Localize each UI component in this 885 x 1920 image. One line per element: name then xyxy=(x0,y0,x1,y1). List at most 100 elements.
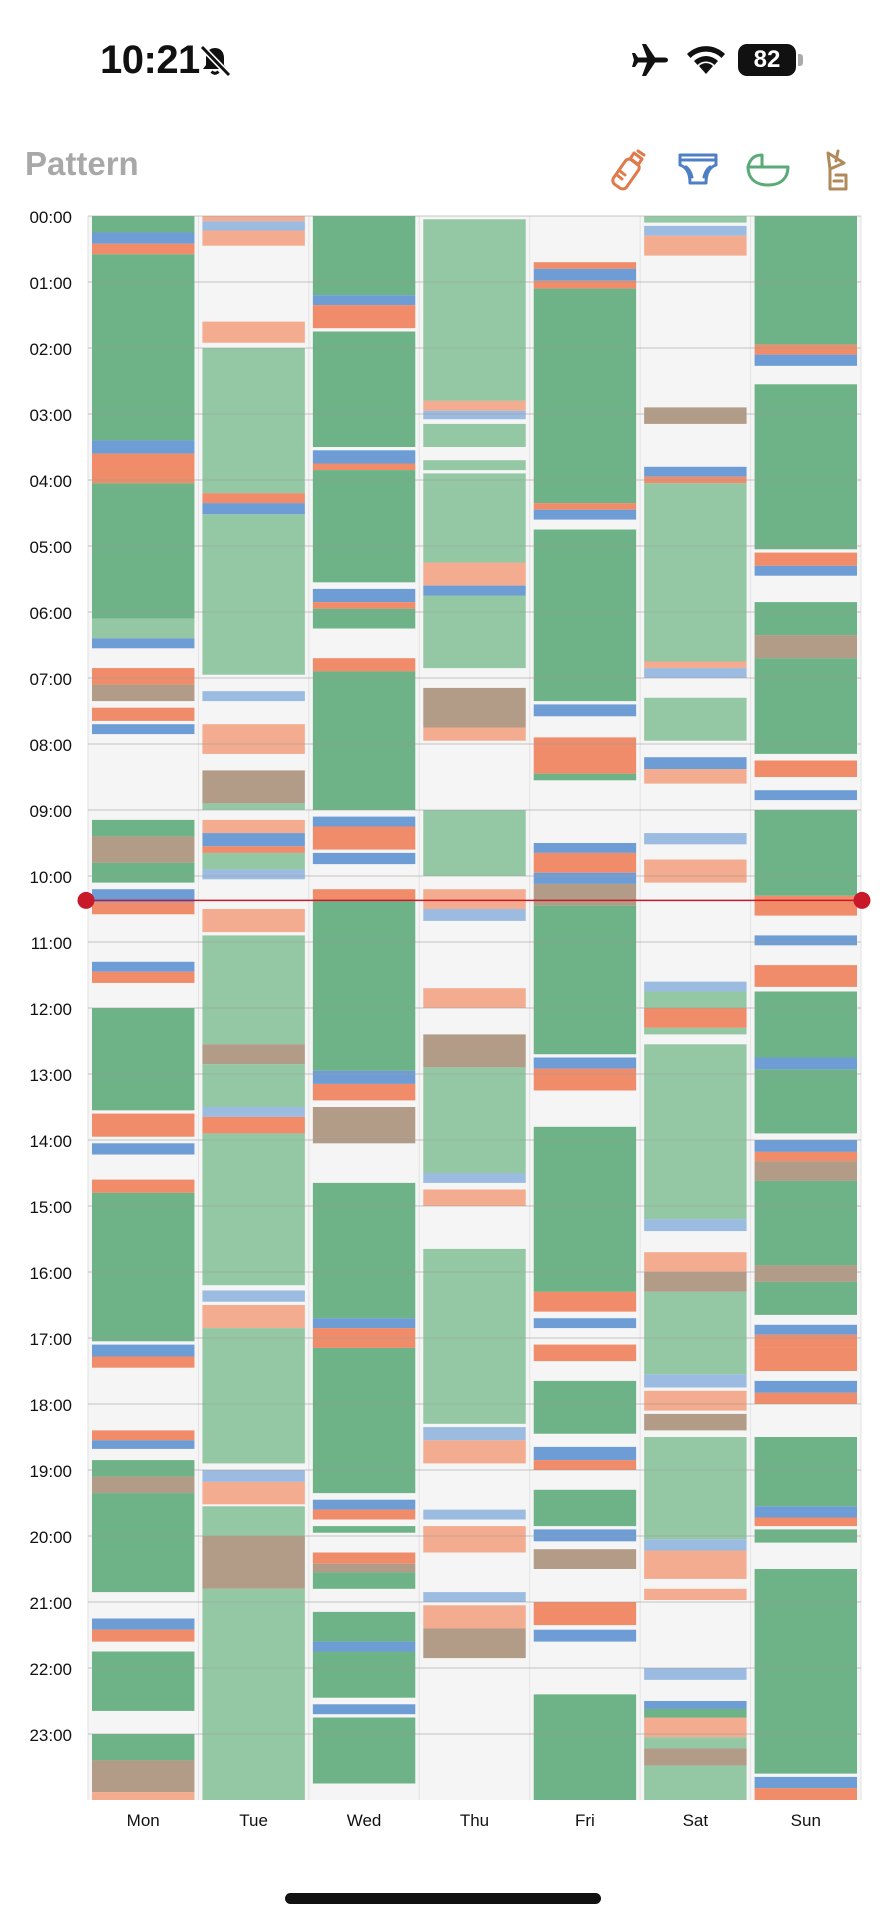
event-bar-sleep xyxy=(312,216,416,296)
event-bar-sleep xyxy=(312,1651,416,1698)
hour-label: 06:00 xyxy=(29,604,72,623)
event-bar-feed xyxy=(533,1460,637,1470)
event-bar-sleep xyxy=(423,460,526,471)
event-bar-diaper xyxy=(423,1592,526,1602)
event-bar-feed xyxy=(754,895,857,916)
event-bar-diaper xyxy=(92,232,195,244)
event-bar-diaper xyxy=(754,1776,857,1789)
event-bar-diaper xyxy=(644,1668,747,1680)
event-bar-sleep xyxy=(533,1126,637,1292)
hour-label: 17:00 xyxy=(29,1330,72,1349)
event-bar-diaper xyxy=(644,668,747,678)
event-bar-feed xyxy=(533,1068,637,1091)
event-bar-diaper xyxy=(92,724,195,735)
event-bar-diaper xyxy=(533,843,637,853)
event-bar-feed xyxy=(92,1629,195,1642)
event-bar-feed xyxy=(533,280,637,289)
event-bar-feed xyxy=(533,1291,637,1312)
event-bar-diaper xyxy=(202,691,305,702)
event-bar-feed xyxy=(202,493,305,504)
event-bar-diaper xyxy=(754,565,857,576)
hour-label: 07:00 xyxy=(29,670,72,689)
event-bar-sleep xyxy=(312,901,416,1071)
event-bar-feed xyxy=(423,1605,526,1629)
event-bar-sleep xyxy=(202,852,305,870)
event-bar-sleep xyxy=(92,862,195,883)
event-bar-feed xyxy=(533,1344,637,1362)
event-bar-feed xyxy=(423,400,526,411)
event-bar-diaper xyxy=(92,638,195,649)
current-time-dot-left xyxy=(77,891,95,909)
event-bar-diaper xyxy=(533,704,637,717)
event-bar-feed xyxy=(754,1334,857,1348)
event-bar-sleep xyxy=(423,1248,526,1424)
event-bar-feed xyxy=(754,344,857,355)
hour-label: 14:00 xyxy=(29,1132,72,1151)
event-bar-feed xyxy=(644,1390,747,1411)
event-bar-pump xyxy=(644,1748,747,1766)
event-bar-diaper xyxy=(754,1140,857,1152)
event-bar-pump xyxy=(92,836,195,863)
event-bar-pump xyxy=(312,1107,416,1144)
event-bar-feed xyxy=(644,1008,747,1028)
bassinet-icon[interactable] xyxy=(744,145,792,193)
event-bar-feed xyxy=(202,1305,305,1329)
event-bar-diaper xyxy=(533,1318,637,1329)
event-bar-diaper xyxy=(644,981,747,992)
current-time-dot-right xyxy=(853,891,871,909)
event-bar-pump xyxy=(754,1265,857,1282)
event-bar-sleep xyxy=(202,1506,305,1536)
event-bar-feed xyxy=(644,769,747,784)
event-bar-diaper xyxy=(202,1470,305,1482)
hour-label: 11:00 xyxy=(31,934,72,953)
event-bar-diaper xyxy=(644,757,747,770)
diaper-icon[interactable] xyxy=(674,145,722,193)
event-bar-feed xyxy=(312,602,416,609)
event-bar-diaper xyxy=(92,1143,195,1155)
event-bar-sleep xyxy=(92,1493,195,1593)
event-bar-sleep xyxy=(644,991,747,1008)
event-bar-diaper xyxy=(754,1380,857,1393)
event-bar-diaper xyxy=(92,1440,195,1449)
event-bar-pump xyxy=(202,1044,305,1065)
event-bar-feed xyxy=(92,453,195,484)
event-bar-feed xyxy=(533,262,637,269)
event-bar-diaper xyxy=(312,295,416,306)
event-bar-sleep xyxy=(312,608,416,629)
bottle-icon[interactable] xyxy=(604,145,652,193)
event-bar-feed xyxy=(644,1588,747,1601)
battery-level: 82 xyxy=(738,44,796,76)
event-bar-diaper xyxy=(312,852,416,865)
event-bar-sleep xyxy=(533,529,637,702)
event-bar-diaper xyxy=(312,1499,416,1510)
hour-label: 10:00 xyxy=(29,868,72,887)
hour-label: 02:00 xyxy=(29,340,72,359)
pattern-chart: 00:00 01:00 02:00 03:00 04:00 05:00 06:00 07:00… xyxy=(0,200,885,1840)
event-bar-sleep xyxy=(202,1133,305,1286)
event-bar-feed xyxy=(533,737,637,774)
event-bar-feed xyxy=(754,1151,857,1162)
event-bar-feed xyxy=(312,1552,416,1564)
event-bar-diaper xyxy=(423,1173,526,1183)
event-bar-diaper xyxy=(312,1641,416,1652)
event-bar-feed xyxy=(423,1440,526,1464)
event-bar-sleep xyxy=(754,384,857,550)
event-bar-sleep xyxy=(533,1489,637,1527)
event-bar-sleep xyxy=(92,819,195,837)
hour-label: 08:00 xyxy=(29,736,72,755)
event-bar-pump xyxy=(423,1628,526,1659)
hour-label: 19:00 xyxy=(29,1462,72,1481)
event-bar-sleep xyxy=(423,595,526,669)
event-bar-feed xyxy=(533,503,637,510)
home-indicator[interactable] xyxy=(285,1893,601,1904)
event-bar-sleep xyxy=(754,1180,857,1266)
event-bar-sleep xyxy=(423,219,526,401)
event-bar-sleep xyxy=(92,216,195,233)
event-bar-sleep xyxy=(754,658,857,754)
breast-pump-icon[interactable] xyxy=(814,145,862,193)
event-bar-diaper xyxy=(312,450,416,464)
hour-label: 21:00 xyxy=(29,1594,72,1613)
event-bar-sleep xyxy=(423,1067,526,1173)
event-bar-feed xyxy=(202,846,305,853)
hour-label: 18:00 xyxy=(29,1396,72,1415)
